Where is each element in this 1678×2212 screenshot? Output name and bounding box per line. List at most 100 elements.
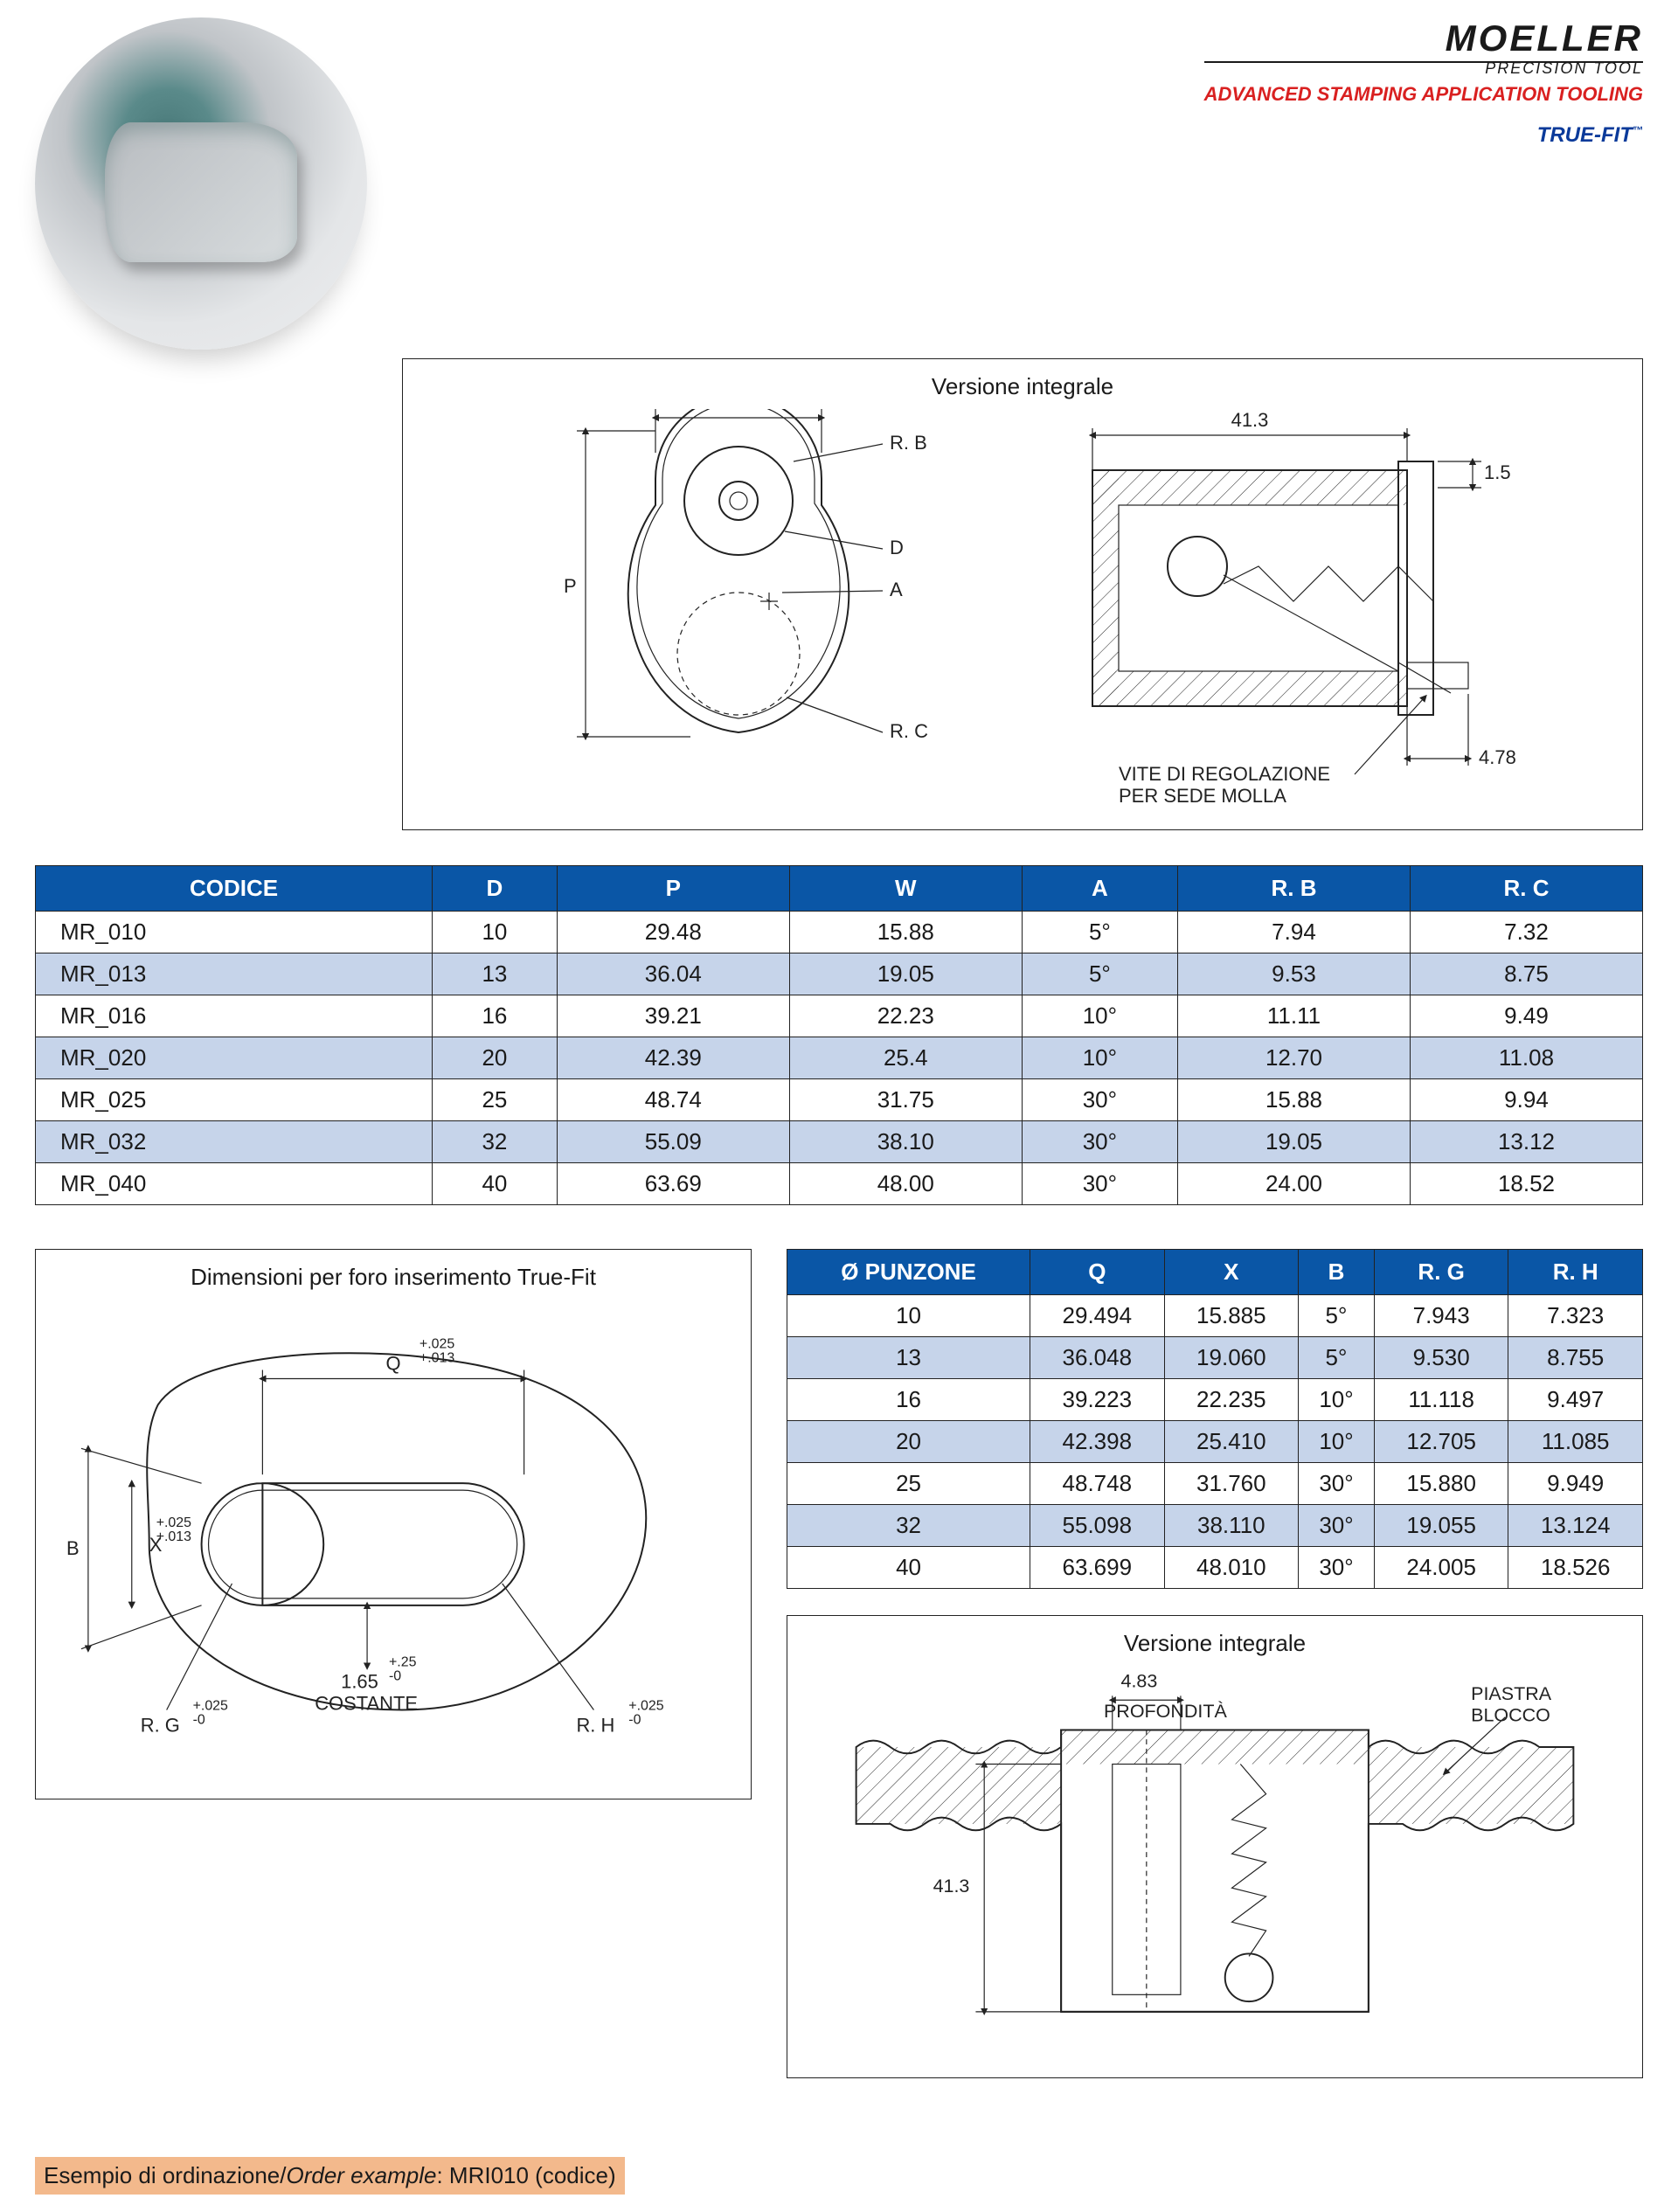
table-cell: 55.09 xyxy=(557,1121,789,1163)
table-cell: 12.705 xyxy=(1374,1421,1508,1463)
table-cell: 30° xyxy=(1299,1505,1375,1547)
svg-text:PROFONDITÀ: PROFONDITÀ xyxy=(1104,1700,1228,1722)
table-cell: 48.748 xyxy=(1030,1463,1165,1505)
table-cell: 30° xyxy=(1022,1079,1177,1121)
table-cell: 11.085 xyxy=(1508,1421,1643,1463)
table-cell: 8.755 xyxy=(1508,1337,1643,1379)
table-cell: 36.048 xyxy=(1030,1337,1165,1379)
table-cell: 38.10 xyxy=(789,1121,1022,1163)
table-cell: 9.49 xyxy=(1410,995,1642,1037)
svg-text:W: W xyxy=(730,409,748,413)
table-cell: 25.410 xyxy=(1164,1421,1299,1463)
col-header: CODICE xyxy=(36,866,433,912)
table-cell: 30° xyxy=(1299,1463,1375,1505)
order-example: Esempio di ordinazione/Order example: MR… xyxy=(35,2157,625,2195)
table-row: MR_0323255.0938.1030°19.0513.12 xyxy=(36,1121,1643,1163)
svg-text:A: A xyxy=(890,579,903,600)
table-cell: 39.223 xyxy=(1030,1379,1165,1421)
diagram-title-2: Versione integrale xyxy=(805,1630,1625,1657)
table-cell: 10 xyxy=(787,1295,1030,1337)
table-cell: 7.323 xyxy=(1508,1295,1643,1337)
table-row: MR_0404063.6948.0030°24.0018.52 xyxy=(36,1163,1643,1205)
tolRH: +.025-0 xyxy=(628,1699,663,1728)
table-row: 1336.04819.0605°9.5308.755 xyxy=(787,1337,1643,1379)
col-header: P xyxy=(557,866,789,912)
svg-text:PER SEDE MOLLA: PER SEDE MOLLA xyxy=(1119,785,1286,807)
col-header: Ø PUNZONE xyxy=(787,1250,1030,1295)
svg-text:D: D xyxy=(890,537,904,558)
table-cell: 48.010 xyxy=(1164,1547,1299,1589)
table-cell: 19.05 xyxy=(1178,1121,1411,1163)
table-cell: 19.05 xyxy=(789,953,1022,995)
table-cell: 18.526 xyxy=(1508,1547,1643,1589)
tolC: +.25-0 xyxy=(389,1655,417,1684)
table-row: 2042.39825.41010°12.70511.085 xyxy=(787,1421,1643,1463)
table-row: 3255.09838.11030°19.05513.124 xyxy=(787,1505,1643,1547)
table-cell: 30° xyxy=(1022,1121,1177,1163)
table-cell: 22.235 xyxy=(1164,1379,1299,1421)
table-cell: 22.23 xyxy=(789,995,1022,1037)
table-cell: 5° xyxy=(1299,1337,1375,1379)
table-cell: 38.110 xyxy=(1164,1505,1299,1547)
svg-text:41.3: 41.3 xyxy=(933,1876,970,1896)
table-cell: 5° xyxy=(1022,953,1177,995)
table-row: 4063.69948.01030°24.00518.526 xyxy=(787,1547,1643,1589)
col-header: R. B xyxy=(1178,866,1411,912)
table-cell: 63.699 xyxy=(1030,1547,1165,1589)
svg-text:4.83: 4.83 xyxy=(1121,1671,1158,1692)
table-cell: 25 xyxy=(433,1079,558,1121)
table-row: 1639.22322.23510°11.1189.497 xyxy=(787,1379,1643,1421)
table-cell: 13.124 xyxy=(1508,1505,1643,1547)
table-cell: 11.08 xyxy=(1410,1037,1642,1079)
table-cell: 31.760 xyxy=(1164,1463,1299,1505)
table-header-row: Ø PUNZONEQXBR. GR. H xyxy=(787,1250,1643,1295)
truefit-title: Dimensioni per foro inserimento True-Fit xyxy=(53,1264,733,1291)
table-cell: 24.005 xyxy=(1374,1547,1508,1589)
table-cell: 15.88 xyxy=(1178,1079,1411,1121)
brand-subtitle: PRECISION TOOL xyxy=(1204,59,1643,78)
svg-text:P: P xyxy=(564,575,577,597)
svg-text:4.78: 4.78 xyxy=(1479,746,1516,768)
table-cell: 15.88 xyxy=(789,912,1022,953)
col-header: D xyxy=(433,866,558,912)
table-cell: 10° xyxy=(1022,1037,1177,1079)
product-photo xyxy=(35,17,367,350)
svg-text:B: B xyxy=(66,1537,80,1559)
technical-drawing-top: W P R. B D A R. C xyxy=(420,409,1625,811)
table-cell: 9.497 xyxy=(1508,1379,1643,1421)
table-cell: 42.39 xyxy=(557,1037,789,1079)
svg-text:R. H: R. H xyxy=(576,1714,614,1736)
col-header: Q xyxy=(1030,1250,1165,1295)
brand-tagline: ADVANCED STAMPING APPLICATION TOOLING xyxy=(1204,83,1643,106)
diagram-versione-integrale-bottom: Versione integrale xyxy=(787,1615,1643,2078)
table-cell: 48.74 xyxy=(557,1079,789,1121)
codice-table: CODICEDPWAR. BR. C MR_0101029.4815.885°7… xyxy=(35,865,1643,1205)
svg-text:1.5: 1.5 xyxy=(1484,461,1511,483)
tolRG: +.025-0 xyxy=(193,1699,228,1728)
table-cell: 15.880 xyxy=(1374,1463,1508,1505)
table-cell: 30° xyxy=(1022,1163,1177,1205)
table-cell: 9.530 xyxy=(1374,1337,1508,1379)
tolQ: +.025+.013 xyxy=(420,1337,454,1366)
table-cell: 18.52 xyxy=(1410,1163,1642,1205)
svg-text:VITE DI REGOLAZIONE: VITE DI REGOLAZIONE xyxy=(1119,763,1330,785)
page-header: MOELLER PRECISION TOOL ADVANCED STAMPING… xyxy=(35,17,1643,350)
technical-drawing-truefit: Q +.025+.013 X +.025+.013 B R. G +.025-0… xyxy=(53,1300,733,1789)
svg-text:COSTANTE: COSTANTE xyxy=(315,1693,418,1715)
table-row: MR_0161639.2122.2310°11.119.49 xyxy=(36,995,1643,1037)
table-cell: 11.118 xyxy=(1374,1379,1508,1421)
svg-text:R. G: R. G xyxy=(141,1714,180,1736)
truefit-hole-panel: Dimensioni per foro inserimento True-Fit… xyxy=(35,1249,752,1799)
table-cell: 55.098 xyxy=(1030,1505,1165,1547)
table-cell: 16 xyxy=(433,995,558,1037)
table-cell: 10° xyxy=(1299,1379,1375,1421)
table-cell: 63.69 xyxy=(557,1163,789,1205)
table-cell: MR_040 xyxy=(36,1163,433,1205)
table-cell: 39.21 xyxy=(557,995,789,1037)
table-cell: 19.055 xyxy=(1374,1505,1508,1547)
svg-text:1.65: 1.65 xyxy=(341,1671,378,1693)
table-cell: 32 xyxy=(787,1505,1030,1547)
table-cell: 24.00 xyxy=(1178,1163,1411,1205)
svg-text:R. C: R. C xyxy=(890,720,928,742)
table-cell: MR_010 xyxy=(36,912,433,953)
